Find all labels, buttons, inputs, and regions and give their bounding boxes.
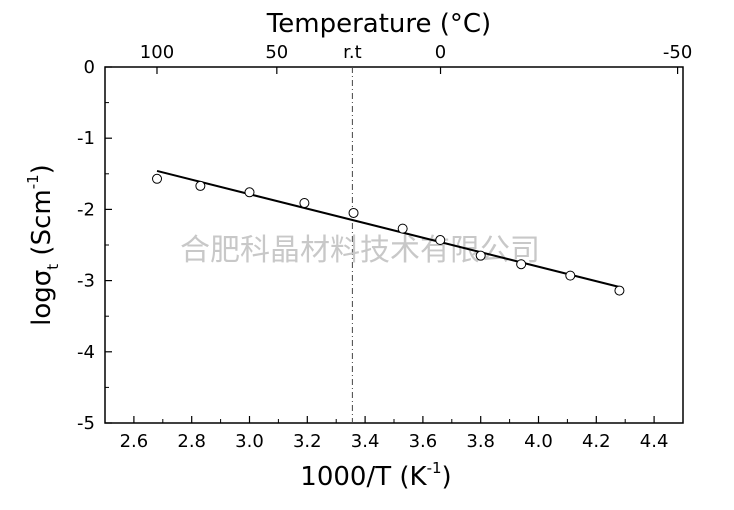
room-temperature-label: r.t (343, 42, 362, 63)
data-points (152, 173, 625, 296)
top-tick-label: 100 (140, 42, 174, 63)
data-point (152, 173, 163, 184)
y-tick-label: 0 (84, 57, 95, 78)
x-tick-label: 3.2 (293, 431, 322, 452)
x-tick-label: 3.6 (409, 431, 438, 452)
data-point (565, 270, 576, 281)
bottom-axis-ticks: 2.6 2.8 3.0 3.2 3.4 3.6 3.8 4.0 4.2 4.4 (104, 416, 684, 452)
x-tick-label: 3.4 (351, 431, 380, 452)
x-tick-label: 2.6 (120, 431, 149, 452)
x-tick-label: 4.0 (524, 431, 553, 452)
top-axis-ticks: 100 50 0 -50 (140, 42, 692, 74)
data-point (244, 187, 255, 198)
watermark: 合肥科晶材料技术有限公司 (180, 233, 540, 268)
data-point (614, 285, 625, 296)
data-point (516, 259, 527, 270)
y-tick-label: -5 (77, 413, 95, 434)
x-tick-label: 3.0 (235, 431, 264, 452)
x-tick-label: 4.2 (582, 431, 611, 452)
top-tick-label: -50 (663, 42, 692, 63)
y-tick-label: -1 (77, 128, 95, 149)
y-axis-title-close: ) (27, 164, 57, 174)
top-tick-label: 50 (265, 42, 288, 63)
x-axis-title: 1000/T (K-1) (300, 459, 451, 492)
y-axis-title-subscript: t (44, 264, 62, 270)
data-point (348, 207, 359, 218)
y-tick-label: -2 (77, 199, 95, 220)
data-point (299, 197, 310, 208)
x-axis-title-main: 1000/T (K (300, 462, 427, 492)
left-axis-ticks: 0 -1 -2 -3 -4 -5 (77, 57, 112, 434)
data-point (435, 235, 446, 246)
x-axis-title-superscript: -1 (427, 459, 442, 477)
x-tick-label: 2.8 (177, 431, 206, 452)
x-axis-title-close: ) (442, 462, 452, 492)
y-axis-title-unit: (Scm (27, 189, 57, 264)
x-tick-label: 3.8 (466, 431, 495, 452)
x-tick-label: 4.4 (640, 431, 669, 452)
data-point (195, 180, 206, 191)
top-axis-title: Temperature (°C) (266, 9, 491, 39)
top-tick-label: 0 (435, 42, 446, 63)
y-axis-title-superscript: -1 (24, 174, 42, 189)
data-point (475, 250, 486, 261)
y-tick-label: -4 (77, 342, 95, 363)
y-axis-title-main: logσ (27, 270, 57, 326)
fit-line (156, 169, 620, 288)
y-axis-title: logσt (Scm-1) (24, 164, 62, 326)
y-tick-label: -3 (77, 271, 95, 292)
data-point (397, 223, 408, 234)
